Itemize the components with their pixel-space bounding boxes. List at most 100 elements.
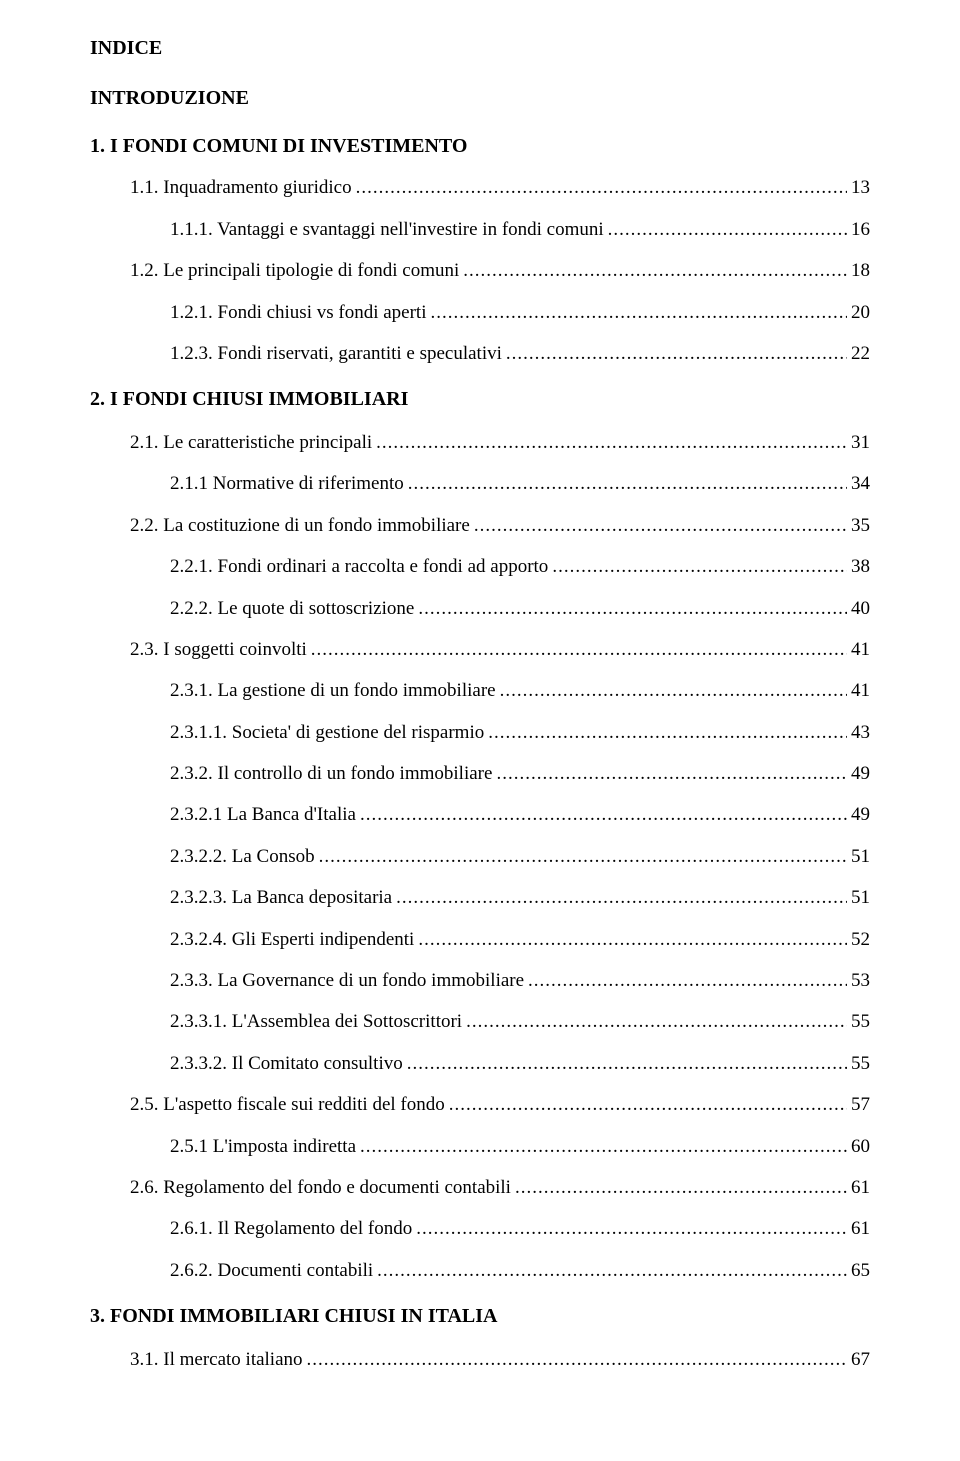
toc-page-number: 38 bbox=[851, 557, 870, 576]
toc-page-number: 65 bbox=[851, 1261, 870, 1280]
leader-dots bbox=[307, 1350, 847, 1369]
toc-page-number: 40 bbox=[851, 599, 870, 618]
toc-page-number: 55 bbox=[851, 1054, 870, 1073]
toc-page-number: 51 bbox=[851, 888, 870, 907]
toc-page-number: 16 bbox=[851, 220, 870, 239]
toc-label: 2.1.1 Normative di riferimento bbox=[170, 474, 404, 493]
toc-label: 2.3.2.3. La Banca depositaria bbox=[170, 888, 392, 907]
toc-page-number: 51 bbox=[851, 847, 870, 866]
leader-dots bbox=[500, 681, 847, 700]
toc-label: 2.3.2. Il controllo di un fondo immobili… bbox=[170, 764, 492, 783]
toc-page-number: 49 bbox=[851, 805, 870, 824]
leader-dots bbox=[396, 888, 847, 907]
toc-page-number: 31 bbox=[851, 433, 870, 452]
leader-dots bbox=[319, 847, 847, 866]
toc-label: 1.2.3. Fondi riservati, garantiti e spec… bbox=[170, 344, 502, 363]
leader-dots bbox=[408, 474, 847, 493]
leader-dots bbox=[463, 261, 847, 280]
leader-dots bbox=[488, 723, 847, 742]
toc-label: 2.6.2. Documenti contabili bbox=[170, 1261, 373, 1280]
leader-dots bbox=[552, 557, 847, 576]
toc-page-number: 60 bbox=[851, 1137, 870, 1156]
toc-label: 2.5.1 L'imposta indiretta bbox=[170, 1137, 356, 1156]
toc-page-number: 61 bbox=[851, 1219, 870, 1238]
leader-dots bbox=[311, 640, 847, 659]
toc-page-number: 52 bbox=[851, 930, 870, 949]
toc-label: 1.1.1. Vantaggi e svantaggi nell'investi… bbox=[170, 220, 604, 239]
toc-label: 2.3. I soggetti coinvolti bbox=[130, 640, 307, 659]
leader-dots bbox=[515, 1178, 847, 1197]
leader-dots bbox=[407, 1054, 847, 1073]
leader-dots bbox=[360, 1137, 847, 1156]
toc-page-number: 20 bbox=[851, 303, 870, 322]
toc-label: 2.5. L'aspetto fiscale sui redditi del f… bbox=[130, 1095, 445, 1114]
toc-label: 2.3.2.4. Gli Esperti indipendenti bbox=[170, 930, 414, 949]
toc-entry: 2.1. Le caratteristiche principali 31 bbox=[90, 433, 870, 452]
toc-label: 2.3.3.1. L'Assemblea dei Sottoscrittori bbox=[170, 1012, 462, 1031]
toc-page-number: 43 bbox=[851, 723, 870, 742]
toc-entry: 2.3.1. La gestione di un fondo immobilia… bbox=[90, 681, 870, 700]
toc-entry: 1.2.1. Fondi chiusi vs fondi aperti 20 bbox=[90, 303, 870, 322]
leader-dots bbox=[528, 971, 847, 990]
toc-entry: 2.3.2. Il controllo di un fondo immobili… bbox=[90, 764, 870, 783]
toc-entry: 2.2.1. Fondi ordinari a raccolta e fondi… bbox=[90, 557, 870, 576]
leader-dots bbox=[608, 220, 847, 239]
toc-entry: 2.3. I soggetti coinvolti 41 bbox=[90, 640, 870, 659]
toc-label: 2.1. Le caratteristiche principali bbox=[130, 433, 372, 452]
toc-entry: 2.6.2. Documenti contabili 65 bbox=[90, 1261, 870, 1280]
toc-label: 2.3.2.1 La Banca d'Italia bbox=[170, 805, 356, 824]
leader-dots bbox=[474, 516, 847, 535]
toc-label: 3.1. Il mercato italiano bbox=[130, 1350, 303, 1369]
toc-entry: 2.6.1. Il Regolamento del fondo 61 bbox=[90, 1219, 870, 1238]
leader-dots bbox=[418, 930, 847, 949]
toc-page-number: 41 bbox=[851, 681, 870, 700]
toc-entry: 1.2. Le principali tipologie di fondi co… bbox=[90, 261, 870, 280]
toc-page-number: 35 bbox=[851, 516, 870, 535]
toc-page-number: 49 bbox=[851, 764, 870, 783]
toc-entry: 3.1. Il mercato italiano 67 bbox=[90, 1350, 870, 1369]
toc-page-number: 57 bbox=[851, 1095, 870, 1114]
toc-label: 2.2.1. Fondi ordinari a raccolta e fondi… bbox=[170, 557, 548, 576]
toc-page-number: 53 bbox=[851, 971, 870, 990]
toc-entry: 1.2.3. Fondi riservati, garantiti e spec… bbox=[90, 344, 870, 363]
toc-entry: 2.3.1.1. Societa' di gestione del rispar… bbox=[90, 723, 870, 742]
toc-entry: 2.2. La costituzione di un fondo immobil… bbox=[90, 516, 870, 535]
toc-label: 2.3.3.2. Il Comitato consultivo bbox=[170, 1054, 403, 1073]
leader-dots bbox=[496, 764, 847, 783]
toc-page-number: 41 bbox=[851, 640, 870, 659]
toc-label: 2.3.3. La Governance di un fondo immobil… bbox=[170, 971, 524, 990]
toc-page-number: 61 bbox=[851, 1178, 870, 1197]
toc-entry: 2.3.3.1. L'Assemblea dei Sottoscrittori … bbox=[90, 1012, 870, 1031]
chapter-heading-1: 1. I FONDI COMUNI DI INVESTIMENTO bbox=[90, 136, 870, 156]
leader-dots bbox=[360, 805, 847, 824]
toc-label: 1.2. Le principali tipologie di fondi co… bbox=[130, 261, 459, 280]
toc-page-number: 34 bbox=[851, 474, 870, 493]
toc-entry: 2.3.3. La Governance di un fondo immobil… bbox=[90, 971, 870, 990]
leader-dots bbox=[377, 1261, 847, 1280]
toc-label: 2.3.1.1. Societa' di gestione del rispar… bbox=[170, 723, 484, 742]
toc-entry: 2.5. L'aspetto fiscale sui redditi del f… bbox=[90, 1095, 870, 1114]
chapter-heading-2: 2. I FONDI CHIUSI IMMOBILIARI bbox=[90, 389, 870, 409]
leader-dots bbox=[430, 303, 847, 322]
toc-label: 2.2. La costituzione di un fondo immobil… bbox=[130, 516, 470, 535]
toc-label: 1.2.1. Fondi chiusi vs fondi aperti bbox=[170, 303, 426, 322]
toc-entry: 1.1. Inquadramento giuridico 13 bbox=[90, 178, 870, 197]
toc-entry: 2.3.3.2. Il Comitato consultivo 55 bbox=[90, 1054, 870, 1073]
toc-entry: 2.6. Regolamento del fondo e documenti c… bbox=[90, 1178, 870, 1197]
toc-page-number: 13 bbox=[851, 178, 870, 197]
toc-label: 2.3.2.2. La Consob bbox=[170, 847, 315, 866]
toc-page-number: 67 bbox=[851, 1350, 870, 1369]
toc-label: 2.6.1. Il Regolamento del fondo bbox=[170, 1219, 412, 1238]
leader-dots bbox=[376, 433, 847, 452]
leader-dots bbox=[416, 1219, 847, 1238]
toc-label: 1.1. Inquadramento giuridico bbox=[130, 178, 352, 197]
intro-heading: INTRODUZIONE bbox=[90, 88, 870, 108]
toc-page: INDICE INTRODUZIONE 1. I FONDI COMUNI DI… bbox=[0, 0, 960, 1441]
toc-entry: 2.3.2.3. La Banca depositaria 51 bbox=[90, 888, 870, 907]
toc-page-number: 55 bbox=[851, 1012, 870, 1031]
toc-label: 2.2.2. Le quote di sottoscrizione bbox=[170, 599, 414, 618]
toc-page-number: 18 bbox=[851, 261, 870, 280]
toc-entry: 2.5.1 L'imposta indiretta 60 bbox=[90, 1137, 870, 1156]
toc-entry: 2.2.2. Le quote di sottoscrizione 40 bbox=[90, 599, 870, 618]
leader-dots bbox=[449, 1095, 847, 1114]
